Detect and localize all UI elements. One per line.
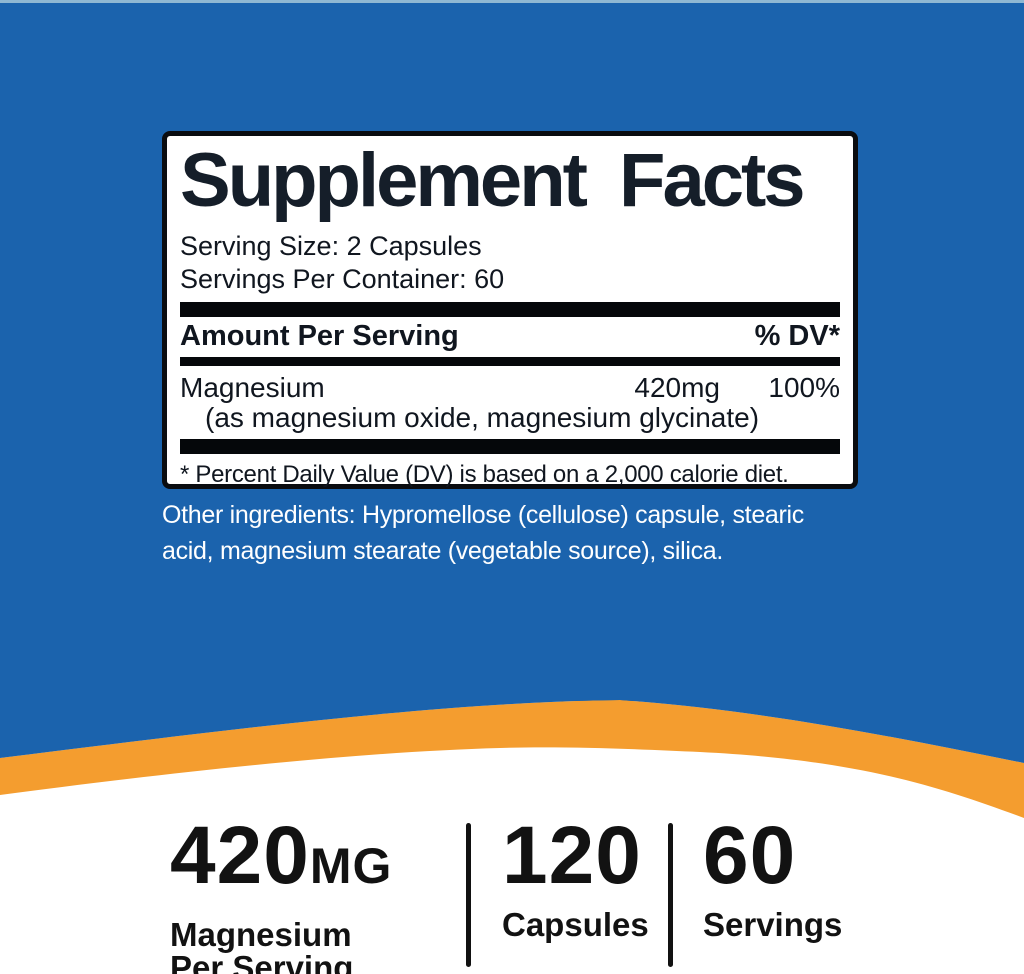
dv-header: % DV* [754,320,840,352]
separator-bar-thick-bottom [180,439,840,454]
other-ingredients-text: Other ingredients: Hypromellose (cellulo… [162,497,922,569]
stat-dose-value: 420MG [170,815,393,904]
table-header-row: Amount Per Serving % DV* [180,318,840,354]
stat-servings-label: Servings [703,906,843,943]
serving-size-text: Serving Size: 2 Capsules [180,231,482,261]
servings-per-container-text: Servings Per Container: 60 [180,264,505,294]
stat-divider [668,823,673,967]
stat-dose-label-line1: Magnesium [170,916,352,953]
nutrient-dv: 100% [768,372,840,403]
dose-number: 420 [170,810,310,901]
stat-capsules: 120 Capsules [502,810,649,943]
panel-title: Supplement Facts [180,138,806,223]
blue-arc-edge [0,688,1024,763]
supplement-facts-panel: Supplement Facts Serving Size: 2 Capsule… [162,131,858,489]
separator-bar-thick-top [180,302,840,317]
stat-divider [466,823,471,967]
stat-servings: 60 Servings [703,810,843,943]
orange-wave-graphic [0,688,1024,818]
other-ingredients-line-2: acid, magnesium stearate (vegetable sour… [162,537,724,565]
nutrient-name: Magnesium [180,372,325,403]
stat-dose: 420MG Magnesium Per Serving [170,815,393,974]
orange-arc-shape [0,700,1024,818]
top-edge-highlight-line [0,0,1024,3]
nutrient-row-magnesium: Magnesium 420mg 100% [180,373,840,403]
stat-dose-label-line2: Per Serving [170,949,354,974]
dose-unit: MG [309,838,393,894]
dv-footnote: * Percent Daily Value (DV) is based on a… [180,461,789,488]
stat-servings-value: 60 [703,810,797,901]
stat-capsules-value: 120 [502,810,642,901]
stat-capsules-label: Capsules [502,906,649,943]
nutrient-amount: 420mg [634,372,720,403]
amount-per-serving-header: Amount Per Serving [180,320,459,352]
separator-bar-thin [180,357,840,366]
other-ingredients-line-1: Other ingredients: Hypromellose (cellulo… [162,501,805,529]
nutrient-source-detail: (as magnesium oxide, magnesium glycinate… [205,402,760,433]
